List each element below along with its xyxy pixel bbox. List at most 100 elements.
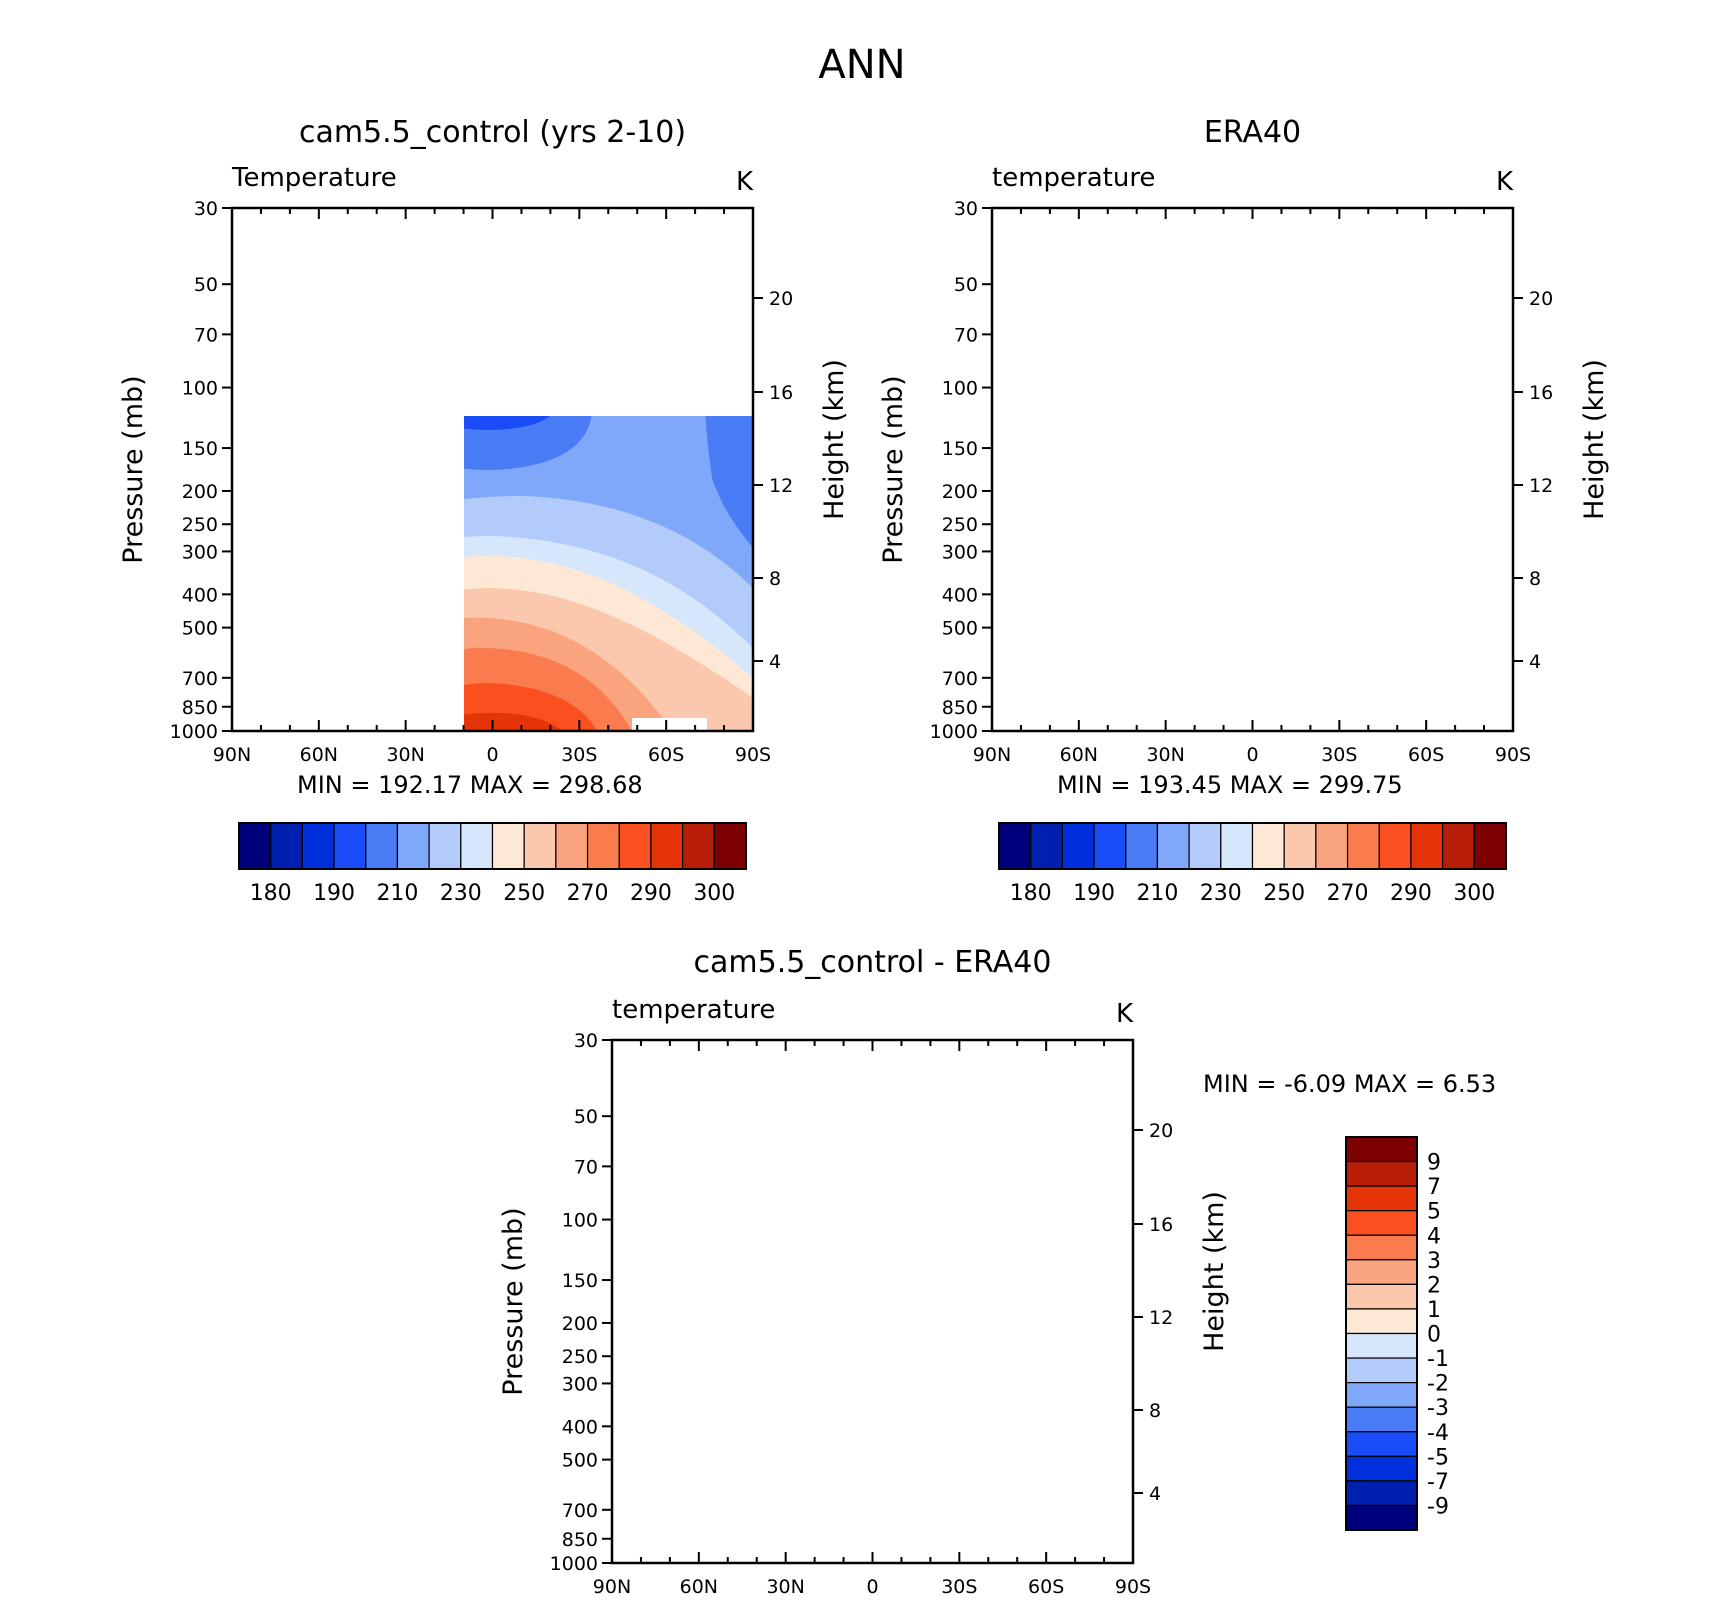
contour-band bbox=[992, 588, 1513, 731]
colorbar-swatch bbox=[713, 822, 747, 870]
colorbar-label: 180 bbox=[250, 881, 292, 906]
panel-variable-label: temperature bbox=[612, 995, 775, 1025]
colorbar-frame bbox=[1345, 1136, 1418, 1531]
x-tick-label: 30N bbox=[1146, 744, 1184, 766]
contour-band bbox=[1098, 1040, 1133, 1360]
colorbar-swatch bbox=[1378, 822, 1412, 870]
contour-band bbox=[464, 416, 592, 470]
y-tick-label: 300 bbox=[562, 1373, 598, 1395]
contour-band bbox=[1082, 1511, 1118, 1552]
y-tick-label: 200 bbox=[182, 481, 218, 503]
colorbar-label: 250 bbox=[1263, 881, 1305, 906]
contour-band bbox=[612, 1040, 1133, 1563]
y-tick-label: 500 bbox=[182, 618, 218, 640]
colorbar-swatch bbox=[1345, 1357, 1418, 1384]
x-tick-label: 30N bbox=[386, 744, 424, 766]
colorbar-label: 180 bbox=[1010, 881, 1052, 906]
y-right-tick-label: 4 bbox=[769, 651, 781, 673]
contour-band bbox=[992, 208, 1513, 731]
colorbar-swatch bbox=[428, 822, 462, 870]
colorbar-swatch bbox=[650, 822, 684, 870]
colorbar-swatch bbox=[1345, 1406, 1418, 1433]
y-tick-label: 300 bbox=[942, 541, 978, 563]
plot-frame bbox=[990, 206, 1515, 733]
y-tick-label: 70 bbox=[194, 324, 218, 346]
colorbar-swatch bbox=[1345, 1504, 1418, 1531]
colorbar-label: -5 bbox=[1427, 1445, 1449, 1470]
contour-band bbox=[680, 1553, 704, 1563]
colorbar-swatch bbox=[1345, 1480, 1418, 1507]
y-tick-label: 250 bbox=[182, 514, 218, 536]
y-tick-label: 400 bbox=[562, 1416, 598, 1438]
y-tick-label: 200 bbox=[942, 481, 978, 503]
y-right-axis-label: Height (km) bbox=[1199, 1191, 1230, 1352]
contour-band bbox=[792, 1278, 958, 1343]
colorbar-swatch bbox=[618, 822, 652, 870]
contour-band bbox=[992, 496, 1513, 731]
colorbar-swatch bbox=[1315, 822, 1349, 870]
x-tick-label: 60N bbox=[680, 1576, 718, 1598]
y-axis-label: Pressure (mb) bbox=[498, 1207, 529, 1395]
colorbar-swatch bbox=[238, 822, 272, 870]
y-tick-label: 30 bbox=[194, 198, 218, 220]
colorbar-swatch bbox=[998, 822, 1032, 870]
y-tick-label: 50 bbox=[194, 274, 218, 296]
y-tick-label: 50 bbox=[954, 274, 978, 296]
contour-band bbox=[232, 358, 343, 500]
panel-title: cam5.5_control (yrs 2-10) bbox=[299, 115, 686, 150]
contour-band bbox=[1066, 1491, 1129, 1563]
colorbar-label: 2 bbox=[1427, 1273, 1441, 1298]
x-tick-label: 30S bbox=[1321, 744, 1357, 766]
min-max-label: MIN = -6.09 MAX = 6.53 bbox=[1203, 1070, 1496, 1098]
colorbar-label: 300 bbox=[693, 881, 735, 906]
contour-band bbox=[677, 1241, 705, 1276]
y-tick-label: 250 bbox=[562, 1346, 598, 1368]
colorbar-swatch bbox=[365, 822, 399, 870]
contour-band bbox=[612, 1440, 692, 1563]
contour-band bbox=[1142, 239, 1352, 470]
colorbar-swatch bbox=[1442, 822, 1475, 870]
contour-band bbox=[817, 1287, 905, 1326]
colorbar-swatch bbox=[1220, 822, 1254, 870]
x-tick-label: 90S bbox=[1495, 744, 1531, 766]
colorbar-swatch bbox=[1345, 1185, 1418, 1212]
panel-units-label: K bbox=[1496, 167, 1514, 197]
colorbar-swatch bbox=[1345, 1234, 1418, 1261]
y-right-tick-label: 16 bbox=[1149, 1214, 1173, 1236]
contour-band bbox=[802, 1080, 972, 1170]
colorbar-label: 3 bbox=[1427, 1249, 1441, 1274]
y-right-tick-label: 12 bbox=[769, 475, 793, 497]
colorbar-label: -7 bbox=[1427, 1470, 1449, 1495]
colorbar-label: 1 bbox=[1427, 1298, 1441, 1323]
contour-band bbox=[992, 536, 1513, 731]
y-right-tick-label: 20 bbox=[1149, 1120, 1173, 1142]
y-axis-label: Pressure (mb) bbox=[878, 375, 909, 563]
colorbar-swatch bbox=[1345, 1382, 1418, 1408]
colorbar-label: 250 bbox=[503, 881, 545, 906]
panel-title: cam5.5_control - ERA40 bbox=[694, 945, 1052, 980]
missing-data-patch bbox=[632, 718, 707, 731]
colorbar-swatch bbox=[1410, 822, 1444, 870]
y-right-tick-label: 12 bbox=[1529, 475, 1553, 497]
contour-band bbox=[647, 1175, 727, 1334]
x-tick-label: 90S bbox=[735, 744, 771, 766]
colorbar-swatch bbox=[1061, 822, 1095, 870]
x-tick-label: 90N bbox=[213, 744, 251, 766]
x-tick-label: 30N bbox=[766, 1576, 804, 1598]
colorbar-swatch bbox=[1345, 1136, 1418, 1163]
colorbar-swatch bbox=[491, 822, 525, 870]
y-axis-label: Pressure (mb) bbox=[118, 375, 149, 563]
colorbar-swatch bbox=[301, 822, 335, 870]
panel-variable-label: temperature bbox=[992, 163, 1155, 193]
x-tick-label: 60S bbox=[1408, 744, 1444, 766]
panel-model: cam5.5_control (yrs 2-10) Temperature K 90N… bbox=[118, 115, 850, 906]
colorbar-swatch bbox=[396, 822, 430, 870]
y-tick-label: 300 bbox=[182, 541, 218, 563]
y-right-tick-label: 8 bbox=[1529, 568, 1541, 590]
colorbar-label: 270 bbox=[1327, 881, 1369, 906]
colorbar-label: 4 bbox=[1427, 1224, 1441, 1249]
contour-field bbox=[612, 1040, 1133, 1563]
y-tick-label: 200 bbox=[562, 1313, 598, 1335]
panel-reanalysis: ERA40 temperature K 90N 60N 30N 0 30S 60S 90S 30 50… bbox=[878, 115, 1610, 906]
contour-band bbox=[705, 416, 753, 548]
